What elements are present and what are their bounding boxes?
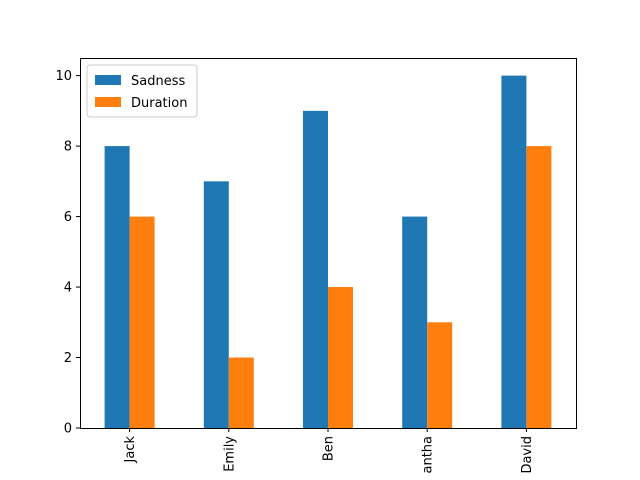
bar-duration-antha	[427, 322, 453, 428]
bar-sadness-david	[501, 75, 527, 428]
legend-label-duration: Duration	[131, 96, 187, 111]
legend-label-sadness: Sadness	[131, 74, 185, 89]
bar-sadness-ben	[303, 110, 328, 428]
x-tick-label: Emily	[222, 436, 237, 472]
legend-swatch-duration	[95, 97, 121, 107]
x-tick-label: Ben	[322, 436, 337, 461]
x-tick-label: Jack	[123, 436, 138, 464]
bar-sadness-jack	[104, 146, 130, 428]
y-tick-label: 4	[64, 281, 72, 296]
bar-duration-jack	[129, 216, 155, 428]
bar-sadness-emily	[203, 181, 229, 428]
bar-duration-emily	[228, 357, 254, 428]
bar-duration-david	[526, 146, 552, 428]
bar-duration-ben	[328, 287, 353, 428]
x-tick-label: antha	[421, 436, 436, 474]
y-tick-label: 0	[64, 422, 72, 437]
plot-frame	[80, 58, 577, 429]
y-tick-label: 6	[64, 210, 72, 225]
x-tick-label: David	[520, 436, 535, 474]
x-axis-ticks: Jack Emily Ben antha David	[123, 428, 535, 474]
y-tick-label: 10	[55, 69, 72, 84]
y-tick-label: 8	[64, 140, 72, 155]
y-axis-ticks: 0 2 4 6 8 10	[55, 69, 80, 437]
legend: Sadness Duration	[86, 64, 198, 118]
y-tick-label: 2	[64, 351, 72, 366]
bars-group	[104, 75, 552, 428]
bar-sadness-antha	[402, 216, 428, 428]
legend-swatch-sadness	[95, 75, 121, 85]
